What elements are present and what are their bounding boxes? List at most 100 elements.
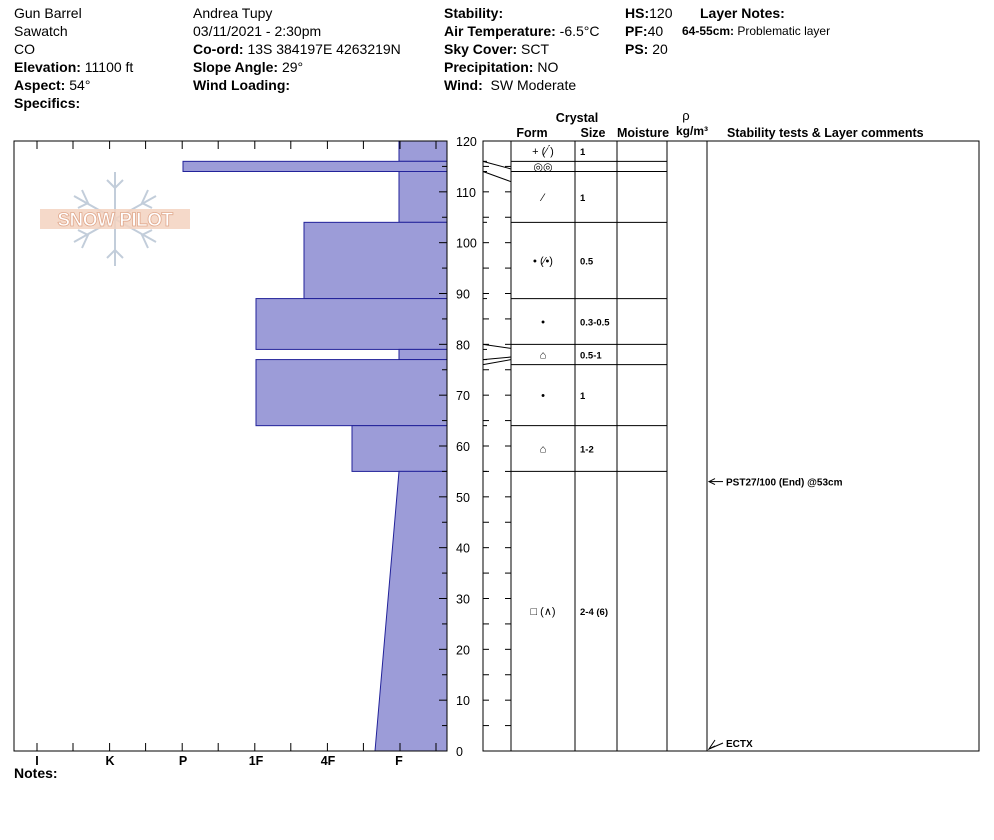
y-tick-label: 110	[456, 186, 476, 200]
elevation-label: Elevation:	[14, 59, 81, 75]
y-tick-label: 80	[456, 338, 470, 352]
y-tick-label: 50	[456, 491, 470, 505]
header-snow-depths: HS:120 PF:40 PS: 20	[625, 4, 672, 58]
notes-label: Notes:	[14, 765, 58, 781]
pf-label: PF:	[625, 23, 648, 39]
crystal-size-label: 1	[580, 147, 586, 158]
wind-loading-label: Wind Loading:	[193, 77, 291, 93]
chart-axes: 0 10 20 30 40 50 60 70 80 90 100 110 120 I K P 1F 4F F	[13, 135, 477, 768]
crystal-size-label: 1	[580, 391, 586, 402]
header-site-info: Gun Barrel Sawatch CO Elevation: 11100 f…	[14, 4, 133, 112]
layer-notes-label: Layer Notes:	[700, 5, 785, 21]
y-tick-label: 60	[456, 440, 470, 454]
x-tick-label: P	[179, 754, 187, 768]
rho-header: ρ	[682, 108, 689, 123]
hardness-bar	[351, 425, 448, 472]
wind-value: SW Moderate	[490, 77, 577, 93]
layer-note: 64-55cm: Problematic layer	[682, 22, 830, 40]
crystal-size-label: 2-4 (6)	[580, 607, 608, 618]
location-name: Gun Barrel	[14, 5, 82, 21]
arrow-head-icon	[707, 739, 716, 751]
slope-angle: Slope Angle: 29°	[193, 58, 401, 76]
y-tick-label: 120	[456, 135, 477, 149]
layer-connector	[482, 171, 512, 183]
crystal-form-symbol: • (⁄•)	[533, 255, 553, 267]
aspect-value: 54°	[69, 77, 91, 93]
x-tick-label: I	[35, 754, 38, 768]
header-weather-info: Stability: Air Temperature: -6.5°C Sky C…	[444, 4, 600, 94]
header-observer-info: Andrea Tupy 03/11/2021 - 2:30pm Co-ord: …	[193, 4, 401, 94]
slope-label: Slope Angle:	[193, 59, 279, 75]
stability-test-label: ECTX	[726, 739, 753, 750]
elevation-value: 11100 ft	[84, 59, 134, 75]
precip-label: Precipitation:	[444, 59, 534, 75]
hardness-bar	[255, 298, 448, 350]
ps: PS: 20	[625, 40, 672, 58]
layer-table-frame	[482, 140, 980, 752]
density-unit-header: kg/m³	[676, 124, 708, 138]
precipitation: Precipitation: NO	[444, 58, 600, 76]
arrow-head-icon	[707, 478, 716, 486]
sky-value: SCT	[521, 41, 550, 57]
layer-note-text: Problematic layer	[737, 24, 831, 38]
layer-connector	[482, 359, 512, 366]
stability-test-label: PST27/100 (End) @53cm	[726, 478, 843, 489]
stability: Stability:	[444, 4, 600, 22]
hardness-bar	[182, 160, 448, 172]
crystal-header: Crystal	[556, 111, 598, 125]
observer-name: Andrea Tupy	[193, 5, 273, 21]
form-header: Form	[516, 126, 547, 140]
crystal-form-symbol: •	[541, 316, 545, 328]
crystal-size-label: 1	[580, 193, 586, 204]
pf: PF:40	[625, 22, 672, 40]
sky-cover: Sky Cover: SCT	[444, 40, 600, 58]
x-tick-label: 1F	[249, 754, 264, 768]
pf-value: 40	[647, 23, 664, 39]
y-tick-label: 30	[456, 593, 470, 607]
air-temp-label: Air Temperature:	[444, 23, 556, 39]
hs-label: HS:	[625, 5, 650, 21]
air-temp-value: -6.5°C	[559, 23, 600, 39]
crystal-form-symbol: •	[541, 390, 545, 402]
hardness-layers	[182, 140, 448, 752]
slope-value: 29°	[281, 59, 304, 75]
hardness-bar	[398, 140, 448, 162]
layer-table: + (⁄ ́) 1 ◎◎ ⁄ 1 • (⁄•) 0.5 • 0.3-0.5 ⌂ 0.5-1 • 1 ⌂ 1-…	[482, 140, 980, 752]
crystal-form-symbol: □ (∧)	[530, 606, 555, 618]
coord-value: 13S 384197E 4263219N	[247, 41, 401, 57]
logo-banner	[40, 209, 190, 229]
hardness-bar	[374, 470, 448, 752]
layer-connector	[482, 343, 512, 349]
hardness-bar	[398, 171, 448, 223]
y-tick-label: 90	[456, 288, 470, 302]
y-tick-label: 20	[456, 643, 470, 657]
x-tick-label: F	[395, 754, 403, 768]
specifics-label: Specifics:	[14, 95, 81, 111]
y-tick-label: 10	[456, 694, 470, 708]
coord-label: Co-ord:	[193, 41, 244, 57]
specifics: Specifics:	[14, 94, 133, 112]
y-tick-label: 0	[456, 745, 463, 759]
aspect: Aspect: 54°	[14, 76, 133, 94]
logo-text: SNOW PILOT	[57, 210, 173, 231]
crystal-form-symbol: ◎◎	[533, 161, 552, 173]
wind-label: Wind:	[444, 77, 483, 93]
aspect-label: Aspect:	[14, 77, 66, 93]
layer-notes-title: Layer Notes:	[700, 4, 785, 22]
hs: HS:120	[625, 4, 672, 22]
stability-header: Stability tests & Layer comments	[727, 126, 924, 140]
hardness-bar	[398, 348, 448, 361]
hs-value: 120	[649, 5, 673, 21]
crystal-form-symbol: ⁄	[539, 192, 546, 204]
state: CO	[14, 41, 35, 57]
precip-value: NO	[537, 59, 559, 75]
y-tick-label: 70	[456, 389, 470, 403]
crystal-form-symbol: ⌂	[540, 350, 547, 362]
layer-connector	[482, 356, 512, 361]
y-tick-label: 40	[456, 542, 470, 556]
wind-loading: Wind Loading:	[193, 76, 401, 94]
y-tick-label: 100	[456, 237, 477, 251]
layer-note-range: 64-55cm:	[682, 24, 735, 38]
crystal-size-label: 1-2	[580, 445, 594, 456]
